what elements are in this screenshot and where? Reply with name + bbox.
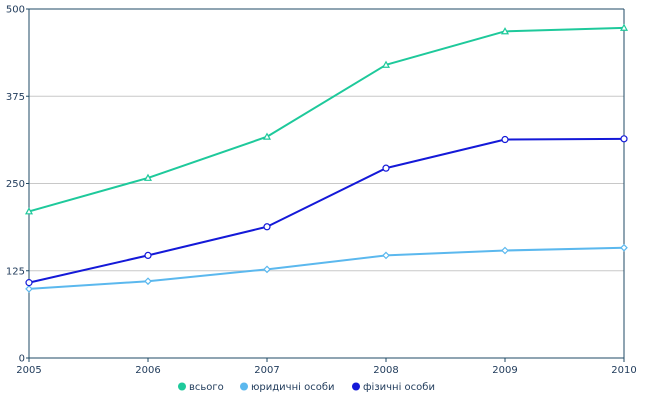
legend-label: фізичні особи — [363, 381, 435, 393]
series-line — [28, 26, 625, 213]
xtick-label: 2005 — [16, 365, 41, 376]
legend-item: фізичні особи — [352, 381, 435, 393]
x-axis-ticks: 2005 2006 2007 2008 2009 2010 — [16, 358, 637, 376]
xtick-label: 2009 — [492, 365, 517, 376]
data-point — [24, 207, 34, 215]
y-axis-ticks: 0 125 250 375 500 — [6, 5, 29, 365]
series-lines — [24, 23, 629, 293]
xtick-label: 2006 — [135, 365, 160, 376]
data-point — [620, 243, 628, 252]
data-point — [144, 277, 152, 286]
data-point — [25, 285, 33, 293]
xtick-label: 2007 — [254, 365, 279, 376]
data-point — [619, 23, 629, 31]
legend-swatch-icon — [178, 382, 186, 391]
legend-swatch-icon — [352, 382, 360, 391]
data-point — [25, 279, 33, 287]
ytick-label: 250 — [6, 179, 25, 190]
legend-item: всього — [178, 382, 224, 393]
legend-label: всього — [189, 382, 224, 393]
data-point — [382, 251, 390, 260]
xtick-label: 2008 — [373, 365, 398, 376]
data-point — [143, 173, 153, 181]
data-point — [263, 223, 271, 231]
data-point — [263, 265, 271, 274]
legend-item: юридичні особи — [240, 381, 334, 393]
data-point — [262, 132, 272, 140]
ytick-label: 500 — [6, 5, 25, 16]
data-point — [381, 60, 391, 68]
data-point — [382, 164, 390, 172]
data-point — [500, 27, 510, 35]
series-2 — [25, 243, 628, 293]
series-3 — [25, 135, 628, 287]
series-line — [28, 137, 625, 284]
series-1 — [24, 23, 629, 215]
series-line — [28, 246, 625, 290]
legend-swatch-icon — [240, 382, 248, 391]
data-point — [144, 251, 152, 259]
ytick-label: 0 — [19, 354, 25, 365]
legend-label: юридичні особи — [251, 381, 334, 393]
ytick-label: 375 — [6, 92, 25, 103]
legend: всього юридичні особи фізичні особи — [178, 381, 435, 393]
data-point — [620, 135, 628, 143]
xtick-label: 2010 — [611, 365, 636, 376]
data-point — [501, 246, 509, 255]
data-point — [501, 135, 509, 144]
ytick-label: 125 — [6, 266, 25, 277]
